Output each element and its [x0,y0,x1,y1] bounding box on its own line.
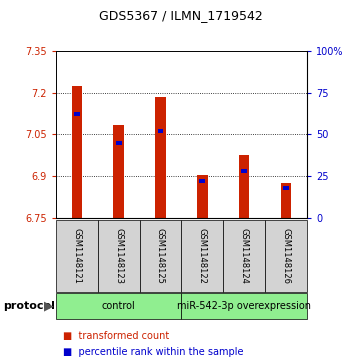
Text: ■  transformed count: ■ transformed count [63,331,169,341]
Text: GSM1148124: GSM1148124 [240,228,249,284]
Bar [71,86,82,218]
Bar [223,220,265,292]
Text: miR-542-3p overexpression: miR-542-3p overexpression [177,301,311,311]
Text: GSM1148121: GSM1148121 [72,228,81,284]
Bar [56,293,181,319]
Text: protocol: protocol [4,301,56,311]
Bar [241,169,247,173]
Bar [281,183,291,218]
Text: GSM1148125: GSM1148125 [156,228,165,284]
Bar [283,185,289,190]
Bar [113,125,124,218]
Text: GSM1148123: GSM1148123 [114,228,123,284]
Bar [199,179,205,183]
Bar [239,155,249,218]
Bar [265,220,307,292]
Text: GSM1148122: GSM1148122 [198,228,207,284]
Text: ■  percentile rank within the sample: ■ percentile rank within the sample [63,347,244,357]
Text: ▶: ▶ [44,300,53,313]
Bar [181,220,223,292]
Text: GSM1148126: GSM1148126 [282,228,291,284]
Bar [158,129,164,133]
Bar [98,220,140,292]
Bar [56,220,98,292]
Bar [74,112,80,117]
Bar [197,175,208,218]
Bar [140,220,181,292]
Bar [116,140,122,145]
Text: GDS5367 / ILMN_1719542: GDS5367 / ILMN_1719542 [99,9,262,22]
Bar [155,97,166,218]
Text: control: control [102,301,135,311]
Bar [181,293,307,319]
